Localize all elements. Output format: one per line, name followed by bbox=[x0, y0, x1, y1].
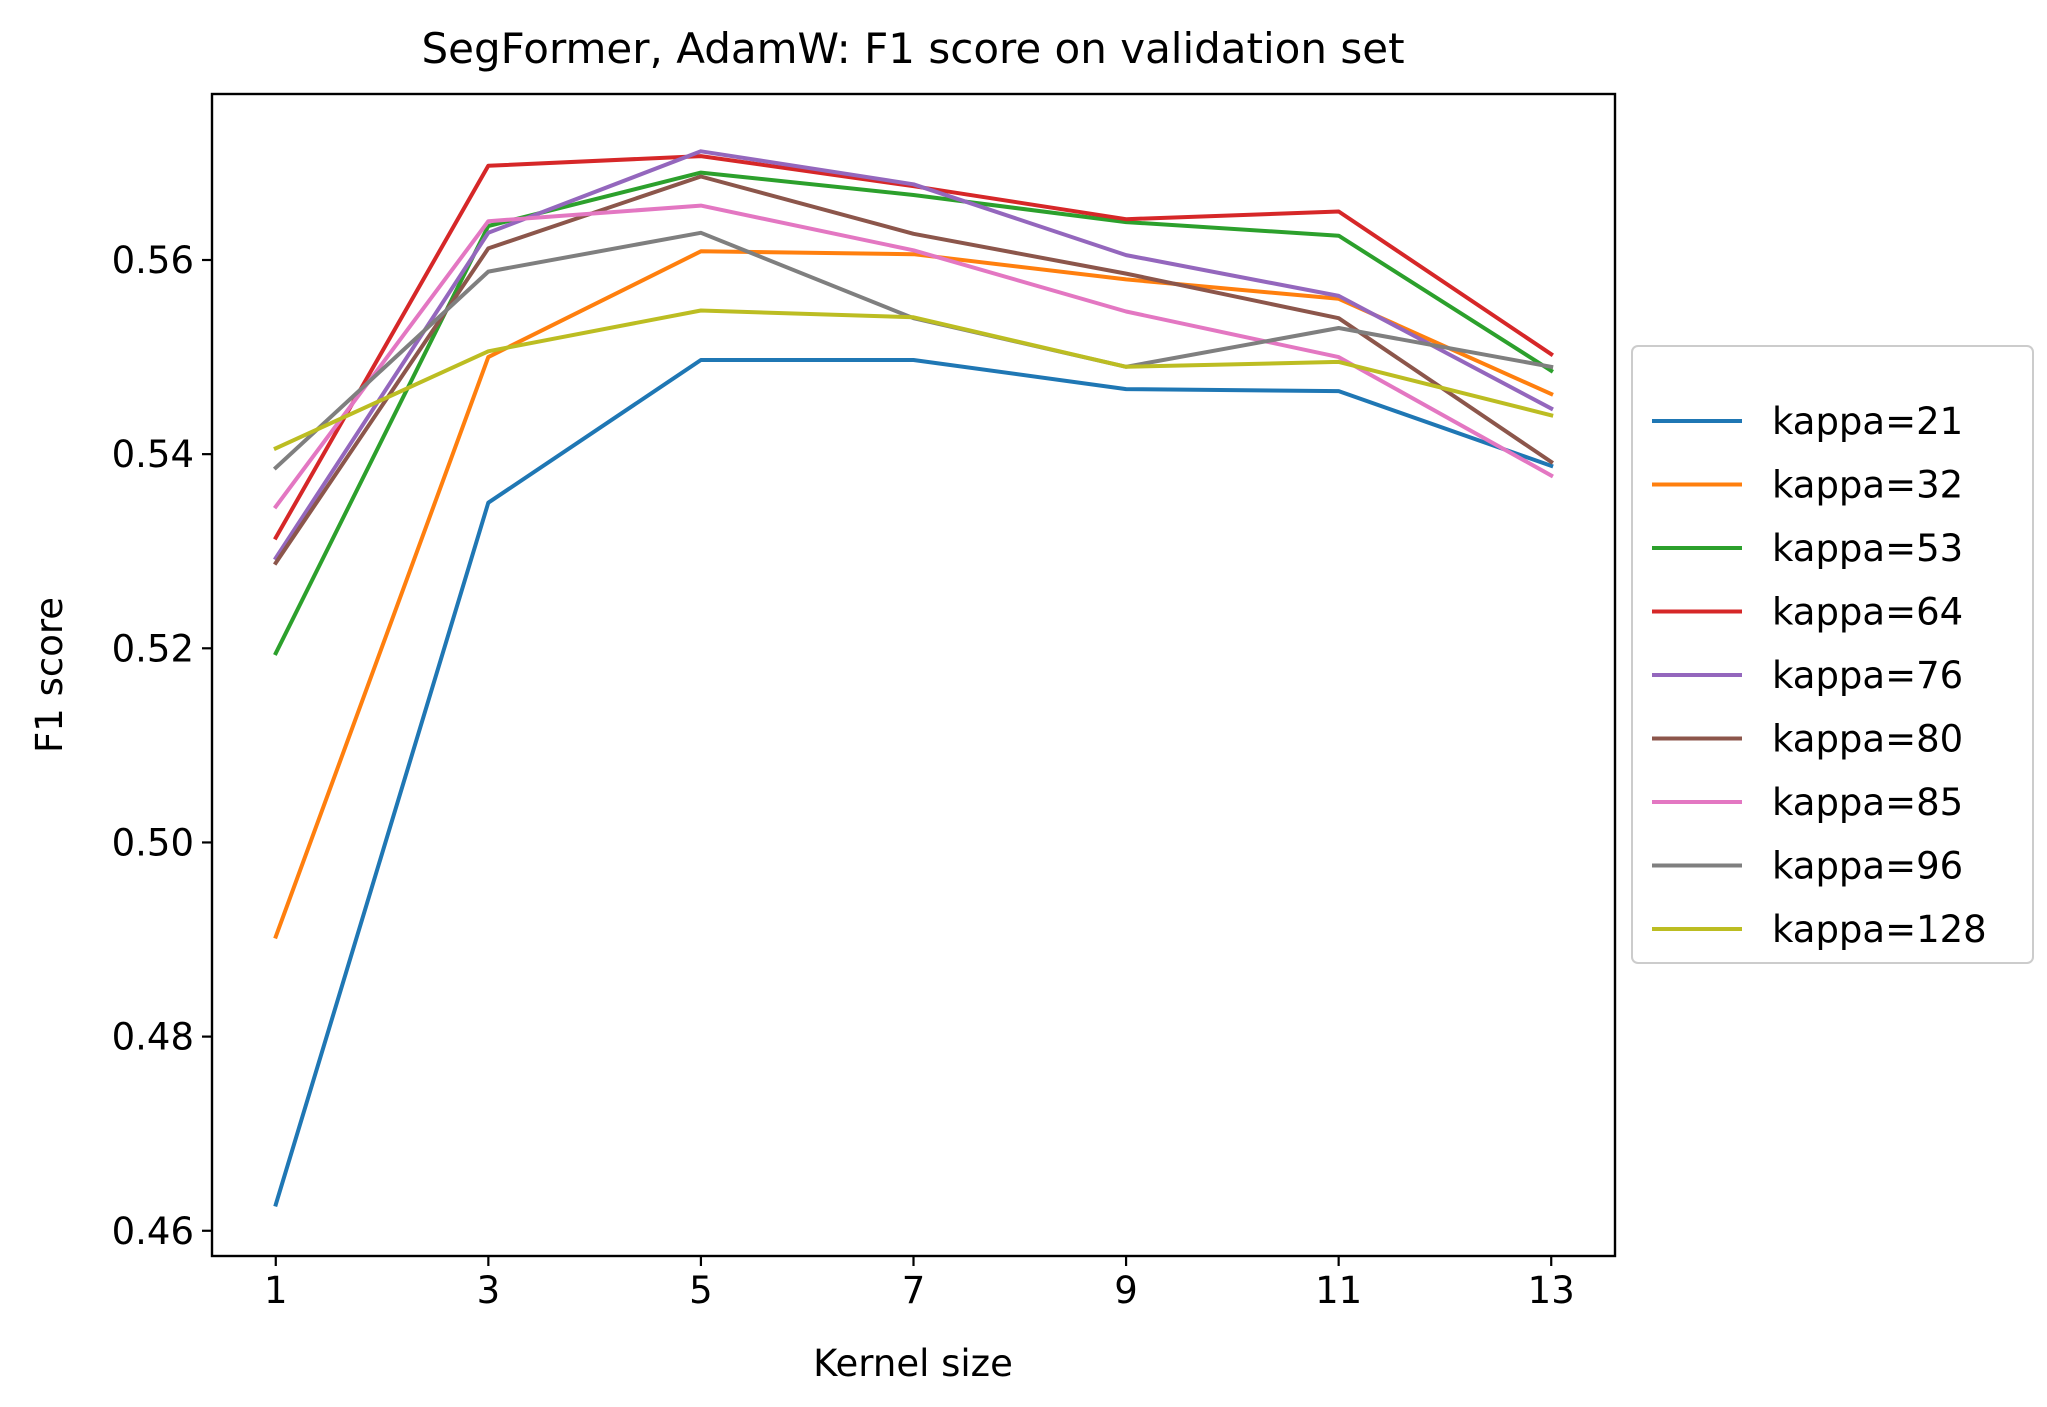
x-tick-label: 11 bbox=[1315, 1269, 1362, 1312]
chart-title: SegFormer, AdamW: F1 score on validation… bbox=[421, 24, 1404, 73]
x-tick-label: 5 bbox=[689, 1269, 713, 1312]
y-tick-label: 0.50 bbox=[112, 821, 194, 864]
legend-label-1: kappa=32 bbox=[1772, 464, 1963, 507]
x-tick-label: 7 bbox=[902, 1269, 926, 1312]
legend-label-7: kappa=96 bbox=[1772, 845, 1963, 888]
y-tick-label: 0.48 bbox=[112, 1016, 194, 1059]
legend-label-8: kappa=128 bbox=[1772, 908, 1987, 951]
legend-label-3: kappa=64 bbox=[1772, 591, 1963, 634]
x-tick-label: 9 bbox=[1114, 1269, 1138, 1312]
series-line-1 bbox=[273, 249, 1554, 940]
legend-label-2: kappa=53 bbox=[1772, 527, 1963, 570]
plot-area bbox=[210, 92, 1617, 1258]
series-line-8 bbox=[273, 308, 1554, 451]
x-tick-label: 3 bbox=[477, 1269, 501, 1312]
x-tick-label: 1 bbox=[264, 1269, 288, 1312]
y-axis: 0.46 0.48 0.50 0.52 0.54 0.56 bbox=[112, 239, 212, 1253]
y-tick-label: 0.52 bbox=[112, 627, 194, 670]
y-tick-label: 0.46 bbox=[112, 1210, 194, 1253]
series-line-0 bbox=[273, 358, 1554, 1207]
y-tick-label: 0.54 bbox=[112, 433, 194, 476]
y-tick-label: 0.56 bbox=[112, 239, 194, 282]
series-line-6 bbox=[273, 203, 1554, 510]
legend-label-5: kappa=80 bbox=[1772, 718, 1963, 761]
legend-label-4: kappa=76 bbox=[1772, 654, 1963, 697]
legend: kappa=21 kappa=32 kappa=53 kappa=64 kappa=76… bbox=[1631, 345, 2034, 964]
series-line-5 bbox=[273, 174, 1554, 566]
series-line-3 bbox=[273, 154, 1554, 541]
series-layer bbox=[272, 149, 1554, 1207]
legend-label-6: kappa=85 bbox=[1772, 781, 1963, 824]
plot-frame bbox=[210, 92, 1617, 1258]
y-axis-label: F1 score bbox=[28, 597, 71, 753]
series-line-4 bbox=[273, 149, 1554, 561]
x-axis-label: Kernel size bbox=[813, 1342, 1013, 1385]
x-tick-label: 13 bbox=[1528, 1269, 1575, 1312]
legend-items: kappa=21 kappa=32 kappa=53 kappa=64 kappa=76… bbox=[1652, 400, 1987, 951]
legend-label-0: kappa=21 bbox=[1772, 400, 1963, 443]
x-axis: 1 3 5 7 9 11 13 bbox=[264, 1256, 1575, 1312]
series-line-2 bbox=[273, 170, 1554, 656]
legend-frame bbox=[1631, 345, 2034, 964]
